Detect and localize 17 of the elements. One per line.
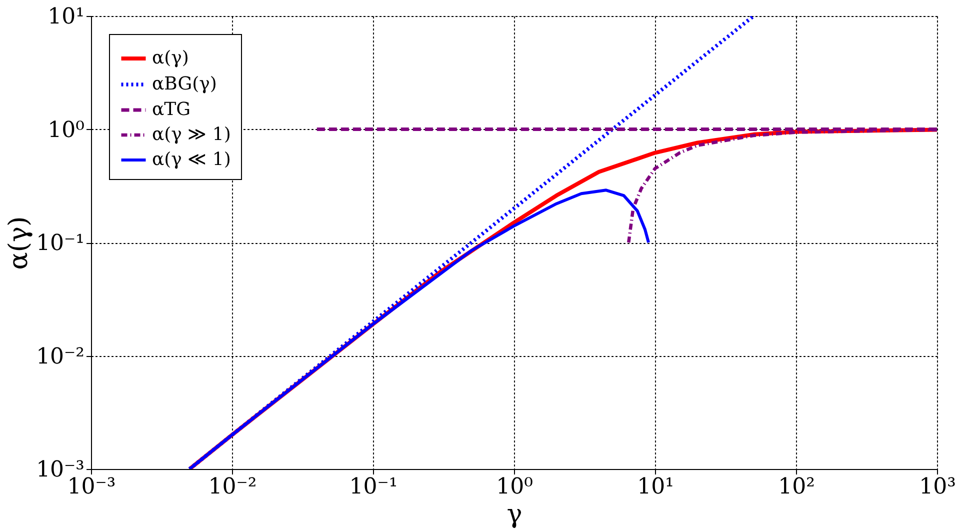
x-tick-label: 10¹ [637,474,674,500]
legend-label: α(γ ≫ 1) [152,124,231,145]
x-tick-label: 10⁻¹ [349,474,398,500]
y-tick-label: 10⁻¹ [36,231,84,256]
x-tick-label: 10² [778,474,815,500]
y-tick-label: 10¹ [48,4,84,30]
y-tick-label: 10⁰ [48,118,85,143]
x-axis-title: γ [506,500,522,530]
y-axis-title: α(γ) [4,216,34,270]
legend-label: α(γ ≪ 1) [152,149,231,170]
legend-label: αBG(γ) [152,74,217,94]
x-tick-label: 10³ [919,474,956,500]
y-tick-label: 10⁻² [36,344,84,370]
x-tick-label: 10⁻² [208,474,257,500]
legend-label: α(γ) [152,48,189,68]
legend-label: αTG [152,99,191,120]
x-tick-label: 10⁰ [496,474,534,500]
